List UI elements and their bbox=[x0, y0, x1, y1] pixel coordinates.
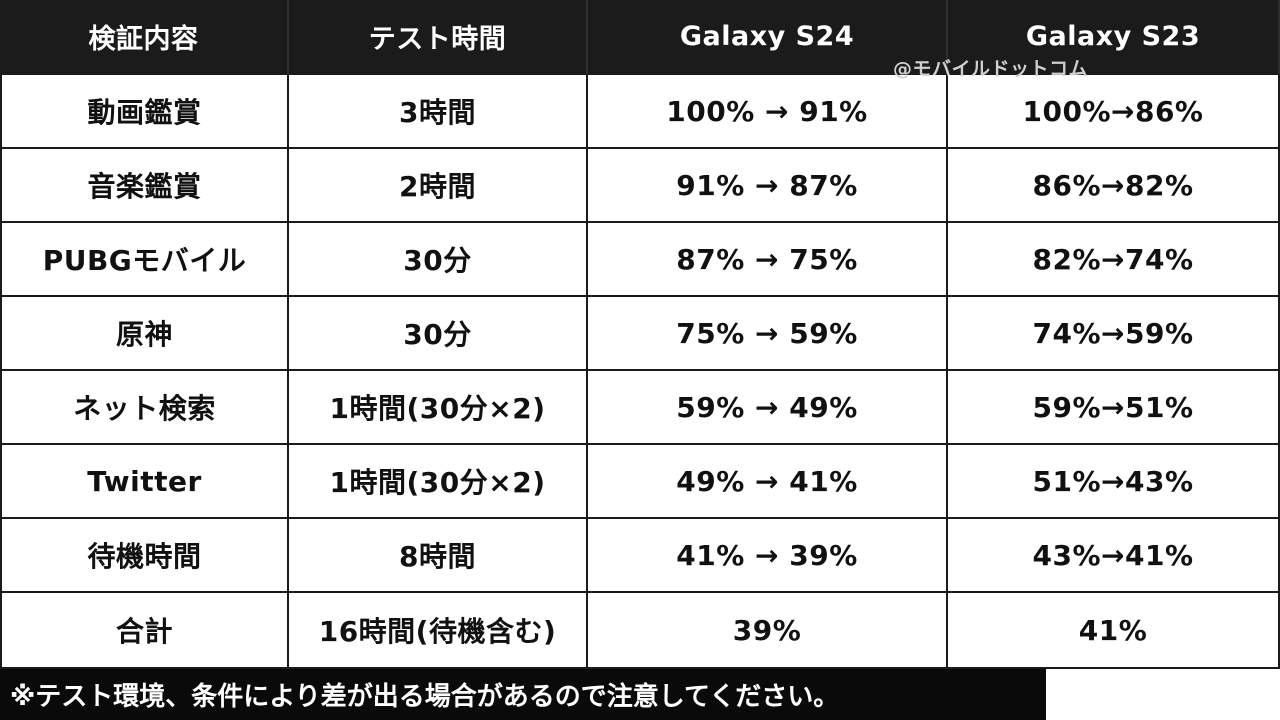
row-s23-result: 74%→59% bbox=[948, 297, 1280, 371]
row-s23-result: 59%→51% bbox=[948, 371, 1280, 445]
row-s23-result: 82%→74% bbox=[948, 223, 1280, 297]
row-test-label: 音楽鑑賞 bbox=[0, 149, 289, 223]
row-duration: 1時間(30分×2) bbox=[289, 445, 588, 519]
row-s24-result: 75% → 59% bbox=[588, 297, 948, 371]
row-test-label: Twitter bbox=[0, 445, 289, 519]
battery-test-table: 検証内容 テスト時間 Galaxy S24 Galaxy S23 動画鑑賞 3時… bbox=[0, 0, 1280, 669]
row-duration: 8時間 bbox=[289, 519, 588, 593]
row-s24-result: 91% → 87% bbox=[588, 149, 948, 223]
row-test-label: 動画鑑賞 bbox=[0, 75, 289, 149]
row-duration: 30分 bbox=[289, 297, 588, 371]
row-test-label: 待機時間 bbox=[0, 519, 289, 593]
row-s23-result: 43%→41% bbox=[948, 519, 1280, 593]
row-s24-result: 49% → 41% bbox=[588, 445, 948, 519]
row-test-label: 合計 bbox=[0, 593, 289, 669]
row-s24-result: 41% → 39% bbox=[588, 519, 948, 593]
row-s23-result: 100%→86% bbox=[948, 75, 1280, 149]
row-test-label: PUBGモバイル bbox=[0, 223, 289, 297]
row-s23-result: 51%→43% bbox=[948, 445, 1280, 519]
footer-note: ※テスト環境、条件により差が出る場合があるので注意してください。 bbox=[0, 669, 1046, 720]
row-s23-result: 86%→82% bbox=[948, 149, 1280, 223]
row-duration: 1時間(30分×2) bbox=[289, 371, 588, 445]
header-test-content: 検証内容 bbox=[0, 0, 289, 75]
row-s24-result: 59% → 49% bbox=[588, 371, 948, 445]
row-test-label: ネット検索 bbox=[0, 371, 289, 445]
header-galaxy-s23: Galaxy S23 bbox=[948, 0, 1280, 75]
row-duration: 16時間(待機含む) bbox=[289, 593, 588, 669]
row-s24-result: 39% bbox=[588, 593, 948, 669]
row-duration: 2時間 bbox=[289, 149, 588, 223]
row-s24-result: 87% → 75% bbox=[588, 223, 948, 297]
row-s24-result: 100% → 91% bbox=[588, 75, 948, 149]
header-galaxy-s24: Galaxy S24 bbox=[588, 0, 948, 75]
row-s23-result: 41% bbox=[948, 593, 1280, 669]
row-duration: 30分 bbox=[289, 223, 588, 297]
row-test-label: 原神 bbox=[0, 297, 289, 371]
row-duration: 3時間 bbox=[289, 75, 588, 149]
header-test-time: テスト時間 bbox=[289, 0, 588, 75]
